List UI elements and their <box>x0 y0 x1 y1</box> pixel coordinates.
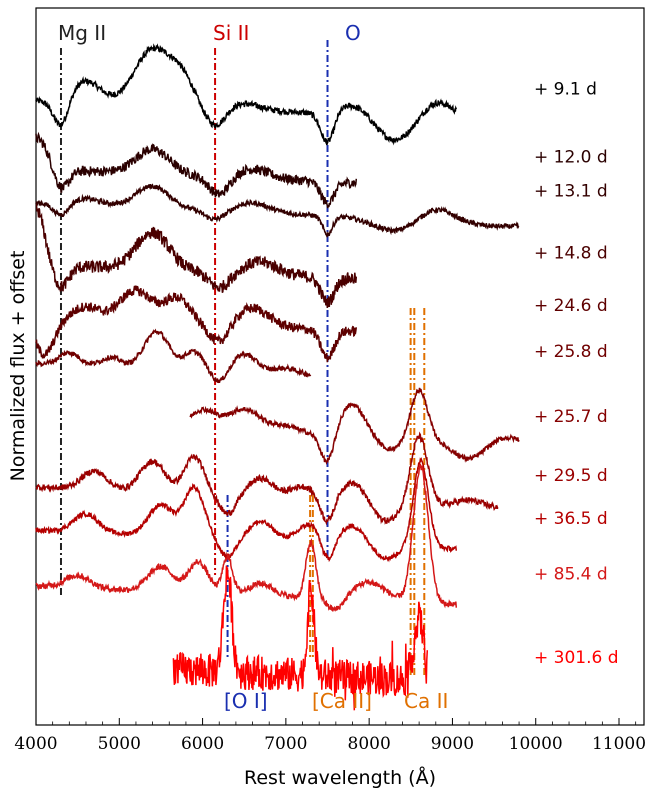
spectrum-line <box>172 565 429 711</box>
x-axis: 4000 5000 6000 7000 8000 9000 10000 11000 <box>14 718 646 754</box>
x-tick-label: 5000 <box>98 734 141 754</box>
spectrum-line <box>35 203 358 308</box>
epoch-label: + 9.1 d <box>534 80 597 100</box>
marker-labels: Mg II Si II O [O I] [Ca II] Ca II <box>58 21 448 713</box>
spectrum-line <box>35 328 312 384</box>
line-marker-label: Si II <box>213 21 249 45</box>
x-axis-title: Rest wavelength (Å) <box>244 766 436 789</box>
epoch-label: + 85.4 d <box>534 565 608 585</box>
epoch-labels: + 9.1 d + 12.0 d + 13.1 d + 14.8 d + 24.6 d +… <box>534 80 619 669</box>
spectra-series <box>35 43 520 711</box>
line-marker-label: Mg II <box>58 21 106 45</box>
spectrum-line <box>35 463 458 612</box>
line-marker-label: Ca II <box>404 689 448 713</box>
epoch-label: + 14.8 d <box>534 243 608 263</box>
spectrum-line <box>35 431 499 526</box>
spectrum-line <box>35 183 520 239</box>
line-marker-label: [Ca II] <box>312 689 372 713</box>
spectrum-line <box>35 131 358 209</box>
epoch-label: + 36.5 d <box>534 509 608 529</box>
x-tick-label: 10000 <box>509 734 563 754</box>
spectrum-line <box>35 285 358 363</box>
x-tick-label: 8000 <box>348 734 391 754</box>
y-axis-title: Normalized flux + offset <box>7 251 29 482</box>
line-marker-label: O <box>345 21 361 45</box>
spectrum-line <box>189 387 520 465</box>
epoch-label: + 29.5 d <box>534 466 608 486</box>
plot-frame <box>35 7 645 726</box>
epoch-label: + 25.7 d <box>534 407 608 427</box>
x-tick-label: 7000 <box>264 734 307 754</box>
x-tick-label: 6000 <box>181 734 224 754</box>
epoch-label: + 13.1 d <box>534 182 608 202</box>
spectrum-line <box>35 43 457 146</box>
epoch-label: + 24.6 d <box>534 296 608 316</box>
epoch-label: + 301.6 d <box>534 648 619 668</box>
epoch-label: + 12.0 d <box>534 148 608 168</box>
epoch-label: + 25.8 d <box>534 342 608 362</box>
x-tick-label: 4000 <box>14 734 57 754</box>
line-marker-label: [O I] <box>224 689 268 713</box>
x-tick-label: 9000 <box>431 734 474 754</box>
x-tick-label: 11000 <box>592 734 646 754</box>
spectrum-line <box>35 456 458 563</box>
